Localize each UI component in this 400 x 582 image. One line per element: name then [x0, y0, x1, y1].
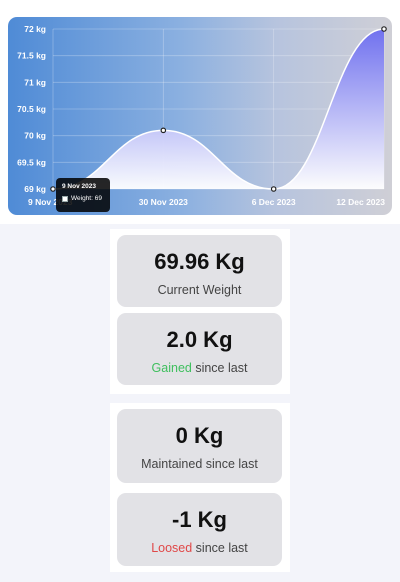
x-tick-label: 12 Dec 2023	[336, 197, 385, 207]
maintained-label: Maintained since last	[141, 457, 258, 471]
tooltip-title: 9 Nov 2023	[62, 183, 96, 190]
y-tick-label: 71 kg	[24, 77, 46, 87]
chart-tooltip: 9 Nov 2023 Weight: 69	[56, 178, 110, 212]
y-tick-label: 70 kg	[24, 131, 46, 141]
loosed-label: Loosed since last	[117, 541, 282, 555]
loosed-highlight: Loosed	[151, 541, 193, 555]
loosed-rest: since last	[192, 541, 248, 555]
weight-point[interactable]	[381, 26, 387, 32]
y-tick-label: 69 kg	[24, 184, 46, 194]
weight-chart-card: 69 kg 69.5 kg 70 kg 70.5 kg 71 kg 71.5 kg 72 k…	[8, 17, 392, 215]
y-tick-label: 69.5 kg	[17, 157, 46, 167]
x-tick-label: 6 Dec 2023	[252, 197, 296, 207]
gained-value: 2.0 Kg	[166, 327, 233, 352]
loosed-value: -1 Kg	[172, 507, 227, 532]
gained-label: Gained since last	[117, 361, 282, 375]
weight-line	[52, 28, 385, 190]
weight-area	[53, 29, 384, 189]
weight-point[interactable]	[270, 186, 277, 192]
x-tick-label: 30 Nov 2023	[139, 197, 188, 207]
weight-point[interactable]	[160, 127, 167, 134]
tooltip-swatch	[62, 195, 68, 202]
y-tick-label: 72 kg	[24, 24, 46, 34]
tooltip-label: Weight: 69	[71, 195, 102, 202]
x-tick-label: 9 Nov 2023	[28, 197, 73, 207]
weight-chart-section: 69 kg 69.5 kg 70 kg 70.5 kg 71 kg 71.5 kg 72 k…	[0, 0, 400, 224]
maintained-card: 0 Kg Maintained since last	[117, 409, 282, 483]
stats-panel-top: 69.96 Kg Current Weight 2.0 Kg Gained si…	[110, 229, 290, 394]
y-tick-label: 70.5 kg	[17, 104, 46, 114]
current-weight-card: 69.96 Kg Current Weight	[117, 235, 282, 307]
gained-card: 2.0 Kg Gained since last	[117, 313, 282, 385]
maintained-value: 0 Kg	[175, 423, 224, 448]
current-weight-label: Current Weight	[157, 283, 242, 297]
current-weight-value: 69.96 Kg	[154, 249, 245, 274]
weight-chart[interactable]: 69 kg 69.5 kg 70 kg 70.5 kg 71 kg 71.5 kg 72 k…	[8, 17, 392, 215]
weight-point[interactable]	[50, 186, 56, 192]
stats-panel-bottom: 0 Kg Maintained since last -1 Kg Loosed …	[110, 403, 290, 572]
loosed-card: -1 Kg Loosed since last	[117, 493, 282, 566]
y-tick-label: 71.5 kg	[17, 51, 46, 61]
gained-rest: since last	[191, 361, 248, 375]
gained-highlight: Gained	[151, 361, 192, 375]
